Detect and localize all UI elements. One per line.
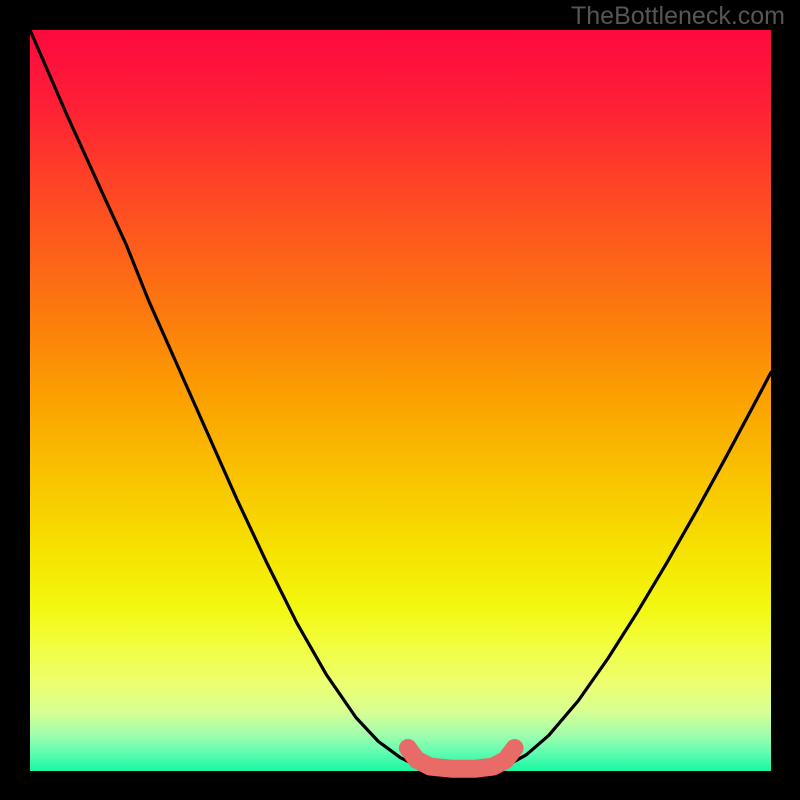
plot-background [30,30,771,771]
chart-stage: TheBottleneck.com [0,0,800,800]
watermark-text: TheBottleneck.com [571,2,785,31]
bottleneck-chart [0,0,800,800]
